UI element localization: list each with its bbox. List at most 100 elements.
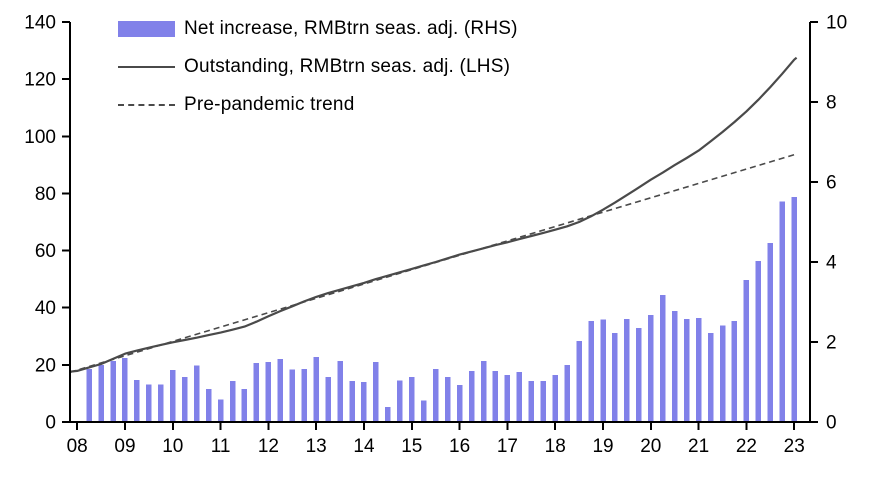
bar	[134, 380, 140, 422]
legend-dashed-line-icon	[118, 104, 175, 106]
bar	[361, 382, 367, 422]
bar	[158, 384, 164, 422]
bar	[337, 361, 343, 422]
left-axis-tick-label: 120	[24, 70, 56, 91]
axes-group	[62, 21, 818, 430]
legend-item-outstanding: Outstanding, RMBtrn seas. adj. (LHS)	[118, 48, 518, 86]
bar	[480, 361, 487, 422]
left-axis-tick-label: 0	[45, 413, 56, 434]
bar	[122, 358, 128, 422]
x-axis-tick-label: 11	[211, 436, 231, 457]
bar	[349, 381, 355, 422]
x-axis-tick-label: 17	[497, 436, 518, 457]
bar	[624, 319, 630, 422]
x-axis-tick-label: 18	[545, 436, 566, 457]
bar	[301, 368, 307, 422]
x-axis-tick-label: 23	[784, 436, 805, 457]
right-axis-tick-label: 6	[826, 173, 837, 194]
bar	[277, 359, 284, 422]
bar	[719, 325, 726, 422]
chart-legend: Net increase, RMBtrn seas. adj. (RHS) Ou…	[118, 10, 518, 124]
bar	[432, 369, 439, 422]
bar	[648, 315, 654, 422]
right-axis-tick-label: 10	[826, 13, 847, 34]
bar	[409, 377, 415, 422]
legend-solid-line-icon	[118, 66, 175, 68]
x-axis-tick-label: 09	[114, 436, 135, 457]
left-axis-tick-label: 40	[35, 298, 56, 319]
legend-label-net-increase: Net increase, RMBtrn seas. adj. (RHS)	[184, 18, 518, 39]
left-axis-tick-label: 80	[35, 184, 56, 205]
bar	[564, 365, 570, 422]
bar	[444, 377, 451, 422]
bar	[205, 389, 212, 422]
x-axis-tick-label: 16	[449, 436, 470, 457]
bar	[229, 381, 236, 422]
legend-bar-swatch-icon	[118, 21, 175, 37]
bar	[456, 384, 463, 422]
bar	[791, 197, 797, 422]
lines-group	[69, 56, 798, 374]
bar	[767, 243, 774, 422]
bar	[683, 318, 690, 422]
bar	[707, 333, 714, 422]
bar	[265, 362, 272, 422]
legend-label-outstanding: Outstanding, RMBtrn seas. adj. (LHS)	[184, 56, 511, 77]
bar	[397, 380, 403, 422]
axis-labels-group: 0 20 40 60 80 100 120 140 0 2 4 6 8 10 08 09 10 11 12 13 14 1…	[24, 13, 847, 458]
bar	[98, 365, 104, 422]
legend-item-trend: Pre-pandemic trend	[118, 86, 518, 124]
bar	[421, 400, 427, 422]
bar	[170, 370, 176, 422]
bar	[468, 370, 475, 422]
bar	[576, 340, 582, 422]
bar	[182, 377, 188, 422]
bar	[540, 381, 546, 422]
bar	[241, 388, 248, 422]
x-axis-tick-label: 12	[258, 436, 279, 457]
bar	[612, 332, 618, 422]
bar	[588, 321, 594, 422]
bar	[385, 407, 391, 422]
legend-label-trend: Pre-pandemic trend	[184, 94, 355, 115]
bar	[373, 362, 379, 422]
right-axis-tick-label: 4	[826, 253, 837, 274]
right-axis-tick-label: 0	[826, 413, 837, 434]
bar	[217, 399, 224, 422]
left-axis-tick-label: 60	[35, 241, 56, 262]
bar	[600, 319, 606, 422]
bar	[313, 357, 319, 422]
bar	[289, 369, 295, 422]
x-axis-tick-label: 14	[353, 436, 375, 457]
bars-group	[86, 197, 797, 422]
bar	[755, 260, 762, 422]
bar	[779, 201, 785, 422]
bar	[516, 372, 523, 422]
bar	[492, 370, 499, 422]
trend-line	[69, 153, 797, 374]
left-axis-tick-label: 100	[24, 127, 56, 148]
bar	[325, 377, 331, 422]
bar	[253, 363, 260, 422]
bar	[86, 369, 92, 422]
bar	[672, 311, 678, 422]
right-axis-tick-label: 2	[826, 333, 837, 354]
x-axis-tick-label: 10	[162, 436, 183, 457]
x-axis-tick-label: 15	[401, 436, 422, 457]
bar	[636, 328, 642, 422]
left-axis-tick-label: 140	[24, 13, 56, 34]
bar	[193, 365, 200, 422]
x-axis-tick-label: 08	[67, 436, 88, 457]
bar	[743, 280, 750, 422]
bar	[695, 318, 702, 422]
x-axis-tick-label: 22	[736, 436, 757, 457]
bar	[146, 384, 152, 422]
x-axis-tick-label: 13	[306, 436, 327, 457]
bar	[528, 380, 535, 422]
left-axis-tick-label: 20	[35, 355, 56, 376]
bar	[552, 374, 558, 422]
legend-item-net-increase: Net increase, RMBtrn seas. adj. (RHS)	[118, 10, 518, 48]
right-axis-tick-label: 8	[826, 93, 837, 114]
